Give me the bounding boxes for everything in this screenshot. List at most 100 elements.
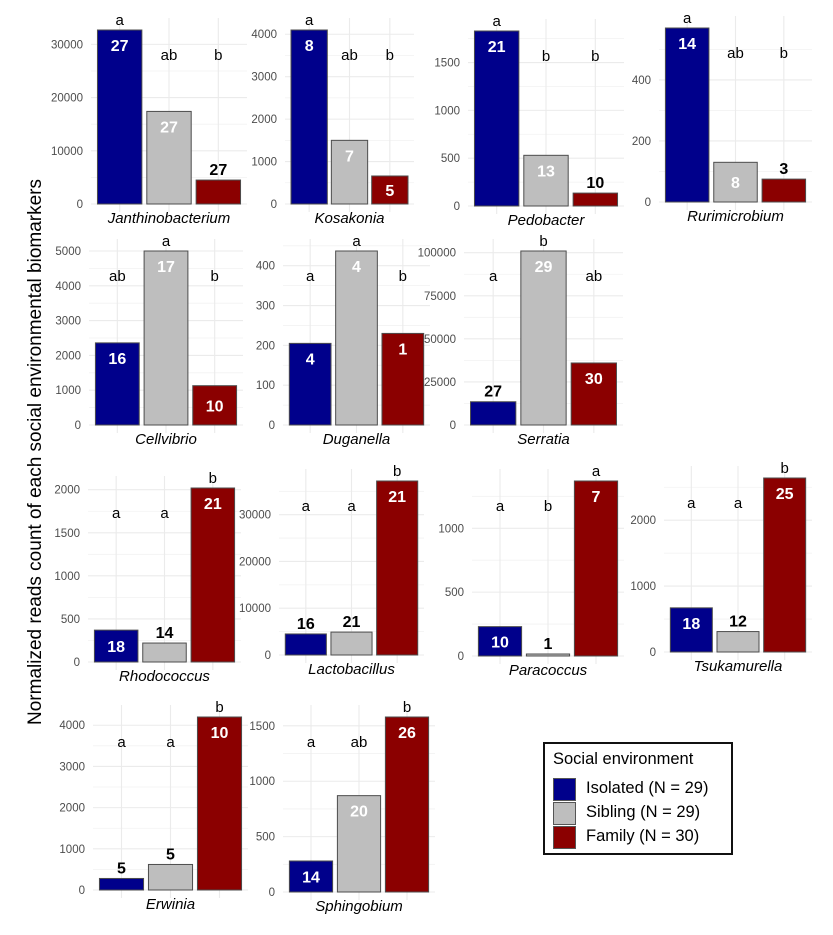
- significance-letter: ab: [351, 734, 368, 751]
- significance-letter: a: [687, 495, 696, 512]
- y-tick-label: 500: [441, 153, 460, 165]
- n-label: 1: [398, 341, 407, 358]
- n-label: 21: [204, 496, 222, 513]
- y-tick-label: 400: [632, 75, 651, 87]
- panel-tsukamurella: 0 1000 2000 18 12 25 a a b Tsukamurella: [630, 460, 812, 675]
- y-tick-label: 100: [256, 380, 275, 392]
- n-label: 20: [350, 804, 368, 821]
- significance-letter: a: [112, 505, 121, 522]
- significance-letter: a: [489, 268, 498, 285]
- bar-sibling: [143, 250, 189, 426]
- significance-letter: a: [166, 734, 175, 751]
- significance-letter: b: [386, 47, 394, 64]
- bar-family: [195, 179, 242, 205]
- y-tick-label: 0: [458, 651, 464, 663]
- y-tick-label: 0: [74, 657, 80, 669]
- significance-letter: a: [305, 12, 314, 29]
- y-tick-label: 0: [75, 420, 81, 432]
- n-label: 27: [111, 38, 129, 55]
- significance-letter: ab: [161, 47, 178, 64]
- significance-letter: b: [591, 48, 599, 65]
- y-tick-label: 1000: [251, 157, 277, 169]
- bar-sibling: [336, 795, 382, 893]
- bar-isolated: [290, 29, 328, 205]
- panel-title: Paracoccus: [509, 662, 588, 679]
- bar-sibling: [146, 110, 192, 205]
- n-label: 27: [160, 119, 178, 136]
- n-label: 10: [206, 398, 224, 415]
- n-label: 29: [535, 259, 553, 276]
- n-label: 12: [729, 614, 747, 631]
- panel-cellvibrio: 010002000300040005000161710ababCellvibri…: [55, 233, 243, 448]
- panel-duganella: 0 100 200 300 400 4 4 1 a a b Duganella: [256, 233, 430, 448]
- panel-janthinobacterium: 0 10000 20000 30000 27 27 27 a ab b Janthinobacter…: [51, 12, 247, 227]
- y-tick-label: 1000: [59, 844, 85, 856]
- y-tick-label: 25000: [424, 377, 456, 389]
- panel-lactobacillus: 0 10000 20000 30000 16 21 21 a a b Lactobacillus: [239, 463, 424, 678]
- n-label: 5: [385, 183, 394, 200]
- panel-title: Erwinia: [146, 896, 195, 913]
- bar-family: [192, 385, 238, 426]
- y-tick-label: 20000: [51, 93, 83, 105]
- panel-title: Cellvibrio: [135, 431, 197, 448]
- y-tick-label: 1000: [54, 571, 80, 583]
- panel-sphingobium: 0 500 1000 1500 14 20 26 a ab b Sphingobium: [249, 699, 435, 915]
- n-label: 5: [117, 860, 126, 877]
- bar-sibling: [713, 161, 758, 203]
- bar-family: [761, 178, 807, 203]
- n-label: 21: [488, 39, 506, 56]
- y-tick-label: 10000: [239, 603, 271, 615]
- bar-family: [570, 362, 617, 426]
- y-tick-label: 2000: [630, 515, 656, 527]
- legend-key-sibling: [553, 802, 576, 825]
- y-tick-label: 5000: [55, 246, 81, 258]
- bar-sibling: [147, 863, 194, 891]
- n-label: 26: [398, 725, 416, 742]
- bar-sibling: [523, 154, 569, 207]
- bar-isolated: [98, 877, 145, 891]
- significance-letter: a: [347, 498, 356, 515]
- legend-item-sibling: Sibling (N = 29): [553, 802, 733, 826]
- bar-family: [190, 487, 236, 663]
- significance-letter: a: [117, 734, 126, 751]
- y-tick-label: 0: [650, 647, 656, 659]
- panel-erwinia: 0 1000 2000 3000 4000 5 5 10 a a b Erwinia: [59, 699, 248, 913]
- y-tick-label: 0: [271, 199, 277, 211]
- legend-title: Social environment: [553, 750, 694, 768]
- panel-title: Rhodococcus: [119, 668, 210, 685]
- n-label: 5: [166, 846, 175, 863]
- y-tick-label: 1000: [630, 581, 656, 593]
- y-tick-label: 1000: [434, 105, 460, 117]
- significance-letter: ab: [585, 268, 602, 285]
- panel-title: Rurimicrobium: [687, 208, 784, 225]
- bar-isolated: [288, 342, 332, 426]
- n-label: 7: [592, 489, 601, 506]
- significance-letter: a: [162, 233, 171, 250]
- y-tick-label: 0: [79, 885, 85, 897]
- legend-item-isolated: Isolated (N = 29): [553, 778, 733, 802]
- y-tick-label: 0: [77, 199, 83, 211]
- legend-label-family: Family (N = 30): [586, 827, 700, 845]
- bar-isolated: [94, 342, 140, 426]
- legend-label-isolated: Isolated (N = 29): [586, 779, 709, 797]
- n-label: 18: [107, 639, 125, 656]
- significance-letter: a: [302, 498, 311, 515]
- y-tick-label: 4000: [55, 281, 81, 293]
- bar-family: [381, 332, 425, 426]
- n-label: 13: [537, 163, 555, 180]
- panel-kosakonia: 0 1000 2000 3000 4000 8 7 5 a ab b Kosakonia: [251, 12, 414, 227]
- y-tick-label: 0: [265, 650, 271, 662]
- n-label: 16: [108, 351, 126, 368]
- panel-title: Sphingobium: [315, 898, 403, 915]
- panel-title: Duganella: [323, 431, 391, 448]
- panel-title: Janthinobacterium: [107, 210, 231, 227]
- y-tick-label: 30000: [51, 39, 83, 51]
- significance-letter: a: [734, 495, 743, 512]
- legend-key-isolated: [553, 778, 576, 801]
- significance-letter: a: [115, 12, 124, 29]
- y-tick-label: 4000: [251, 29, 277, 41]
- y-tick-label: 400: [256, 261, 275, 273]
- bar-sibling: [716, 631, 760, 653]
- significance-letter: b: [780, 45, 788, 62]
